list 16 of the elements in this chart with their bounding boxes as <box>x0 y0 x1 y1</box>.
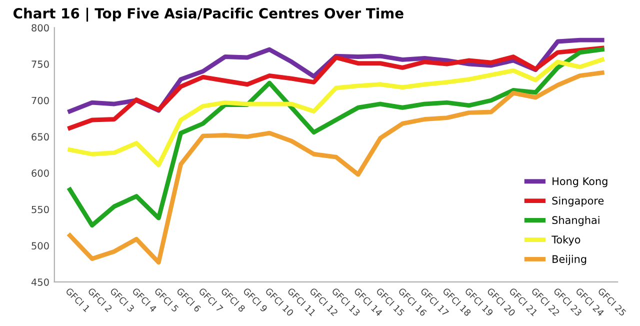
chart-title: Chart 16 | Top Five Asia/Pacific Centres Over Time <box>13 8 404 22</box>
legend-label: Beijing <box>552 254 586 265</box>
y-tick-label: 650 <box>32 133 49 141</box>
legend-label: Tokyo <box>552 235 580 246</box>
line-series <box>68 46 604 130</box>
y-tick-label: 600 <box>32 169 49 177</box>
y-tick-label: 700 <box>32 96 49 104</box>
line-series <box>68 57 604 168</box>
y-tick-label: 800 <box>32 24 49 32</box>
legend-label: Singapore <box>552 196 604 207</box>
legend-label: Shanghai <box>552 216 600 226</box>
y-tick-label: 500 <box>32 242 49 250</box>
y-tick-label: 750 <box>32 60 49 68</box>
legend-label: Hong Kong <box>552 177 608 188</box>
y-tick-label: 550 <box>32 206 49 214</box>
y-tick-label: 450 <box>31 278 49 286</box>
